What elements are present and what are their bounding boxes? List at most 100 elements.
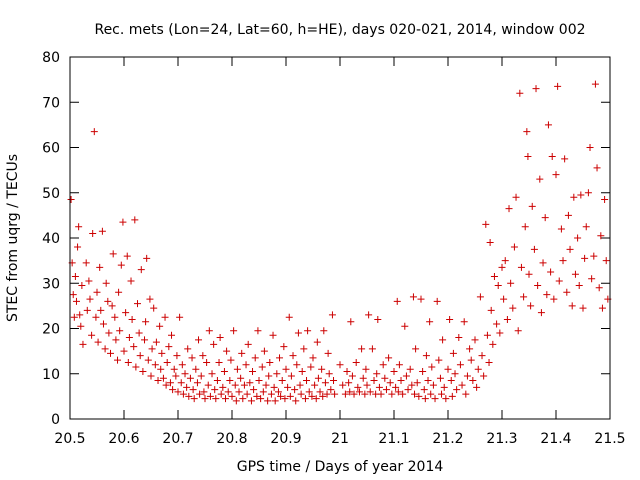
data-point (242, 361, 250, 369)
data-point (161, 313, 169, 321)
data-point (293, 361, 301, 369)
data-point (190, 395, 198, 403)
data-point (355, 388, 363, 396)
data-point (462, 390, 470, 398)
data-point (319, 392, 327, 400)
data-point (379, 361, 387, 369)
data-point (386, 379, 394, 387)
data-point (257, 395, 265, 403)
data-point (170, 365, 178, 373)
data-point (197, 372, 205, 380)
data-point (71, 272, 79, 280)
data-point (550, 295, 558, 303)
data-point (429, 381, 437, 389)
data-point (265, 372, 273, 380)
data-point (419, 367, 427, 375)
data-point (348, 372, 356, 380)
data-point (174, 388, 182, 396)
x-tick-label: 21.4 (540, 431, 571, 447)
data-point (99, 320, 107, 328)
y-tick-label: 40 (42, 231, 60, 247)
data-point (148, 345, 156, 353)
data-point (303, 377, 311, 385)
data-point (350, 390, 358, 398)
data-point (244, 340, 252, 348)
data-point (264, 397, 272, 405)
data-point (554, 82, 562, 90)
data-point (377, 390, 385, 398)
data-point (427, 390, 435, 398)
data-point (139, 367, 147, 375)
data-point (156, 322, 164, 330)
data-point (130, 343, 138, 351)
data-point (455, 334, 463, 342)
data-point (143, 254, 151, 262)
data-point (510, 243, 518, 251)
data-point (574, 234, 582, 242)
data-point (114, 356, 122, 364)
data-point (134, 300, 141, 308)
data-point (482, 220, 490, 228)
data-point (393, 297, 401, 305)
data-point (74, 243, 82, 251)
data-point (394, 388, 402, 396)
data-point (555, 277, 563, 285)
data-point (595, 284, 603, 292)
data-point (178, 361, 186, 369)
data-point (271, 397, 279, 405)
data-point (262, 381, 270, 389)
data-point (124, 358, 132, 366)
data-point (446, 315, 454, 323)
data-point (163, 358, 171, 366)
plot-frame (69, 56, 611, 420)
data-point (397, 377, 405, 385)
data-point (186, 374, 194, 382)
data-point (336, 361, 344, 369)
data-point (90, 128, 98, 136)
data-point (534, 282, 542, 290)
data-point (168, 331, 176, 339)
data-point (505, 205, 513, 213)
data-point (115, 288, 123, 296)
x-tick-label: 21.5 (594, 431, 625, 447)
data-point (291, 386, 299, 394)
data-point (82, 259, 90, 267)
data-point (507, 279, 515, 287)
data-point (487, 306, 495, 314)
data-point (117, 261, 125, 269)
data-point (210, 340, 218, 348)
axis-ticks: 20.5 20.6 20.7 20.8 20.9 21 21.1 21.2 21.3 21.4 21… (42, 50, 625, 447)
data-point (571, 270, 579, 278)
data-point (382, 386, 390, 394)
data-point (440, 383, 448, 391)
data-point (314, 374, 322, 382)
data-point (358, 345, 366, 353)
data-point (98, 227, 106, 235)
data-point (226, 377, 234, 385)
data-point (146, 295, 154, 303)
x-tick-label: 21.1 (378, 431, 409, 447)
data-point (94, 338, 102, 346)
data-point (119, 218, 127, 226)
data-point (136, 352, 144, 360)
data-point (120, 347, 128, 355)
data-point (212, 395, 220, 403)
data-point (352, 358, 360, 366)
data-point (381, 374, 389, 382)
data-point (104, 297, 112, 305)
data-point (311, 381, 319, 389)
data-point (184, 345, 192, 353)
data-point (339, 381, 347, 389)
data-point (266, 358, 274, 366)
data-point (237, 374, 245, 382)
data-point (166, 379, 174, 387)
data-point (438, 390, 446, 398)
data-point (281, 395, 289, 403)
data-point (203, 358, 211, 366)
data-point (294, 329, 302, 337)
data-point (247, 397, 255, 405)
data-point (548, 153, 556, 161)
data-point (285, 313, 293, 321)
data-point (327, 386, 335, 394)
x-tick-label: 20.8 (216, 431, 247, 447)
